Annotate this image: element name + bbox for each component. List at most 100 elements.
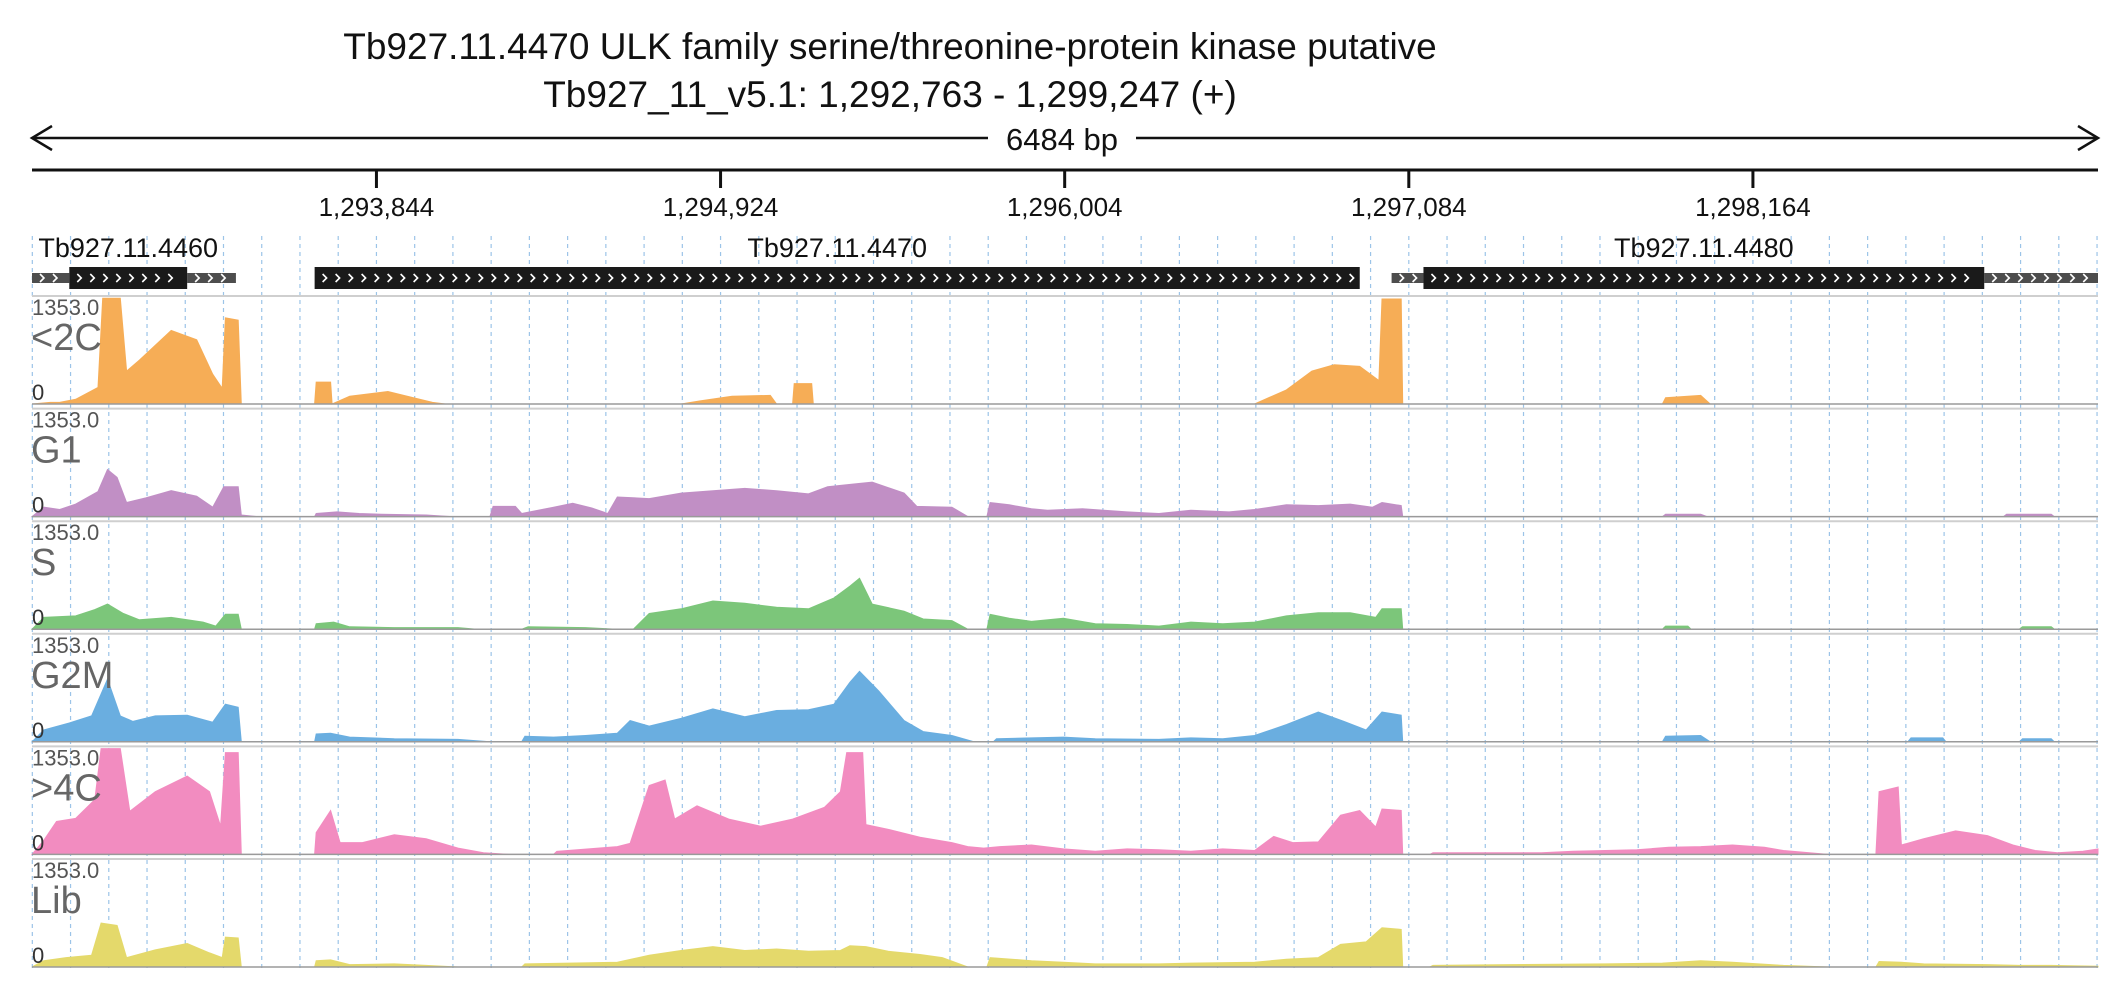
strand-chevron bbox=[751, 273, 757, 283]
strand-chevron bbox=[959, 273, 965, 283]
strand-chevron bbox=[556, 273, 562, 283]
strand-chevron bbox=[517, 273, 523, 283]
strand-chevron bbox=[1664, 273, 1671, 283]
strand-chevron bbox=[1193, 273, 1199, 283]
strand-chevron bbox=[1937, 273, 1944, 283]
strand-chevron bbox=[39, 273, 46, 283]
strand-chevron bbox=[1430, 273, 1437, 283]
track-name: G1 bbox=[31, 430, 82, 472]
coverage-track: 1353.0 0 <2C bbox=[31, 295, 2098, 405]
strand-chevron bbox=[1625, 273, 1632, 283]
axis-tick-label: 1,296,004 bbox=[1007, 192, 1123, 222]
strand-chevron bbox=[1755, 273, 1762, 283]
gene-cds bbox=[69, 267, 188, 289]
strand-chevron bbox=[1638, 273, 1645, 283]
gene-utr bbox=[32, 273, 70, 283]
strand-chevron bbox=[1089, 273, 1095, 283]
strand-chevron bbox=[478, 273, 484, 283]
track-ymin-label: 0 bbox=[32, 718, 44, 743]
strand-chevron bbox=[1859, 273, 1866, 283]
strand-chevron bbox=[361, 273, 367, 283]
strand-chevron bbox=[89, 273, 96, 283]
strand-chevron bbox=[141, 273, 148, 283]
gene-cds bbox=[314, 267, 1360, 289]
strand-chevron bbox=[1024, 273, 1030, 283]
strand-chevron bbox=[1768, 273, 1775, 283]
strand-chevron bbox=[1703, 273, 1710, 283]
strand-chevron bbox=[725, 273, 731, 283]
strand-chevron bbox=[907, 273, 913, 283]
strand-chevron bbox=[530, 273, 536, 283]
strand-chevron bbox=[2004, 273, 2011, 283]
strand-chevron bbox=[738, 273, 744, 283]
strand-chevron bbox=[400, 273, 406, 283]
strand-chevron bbox=[207, 273, 214, 283]
strand-chevron bbox=[1872, 273, 1879, 283]
strand-chevron bbox=[1456, 273, 1463, 283]
strand-chevron bbox=[374, 273, 380, 283]
span-label: 6484 bp bbox=[1006, 122, 1118, 157]
strand-chevron bbox=[465, 273, 471, 283]
strand-chevron bbox=[1820, 273, 1827, 283]
strand-chevron bbox=[452, 273, 458, 283]
strand-chevron bbox=[413, 273, 419, 283]
strand-chevron bbox=[881, 273, 887, 283]
gene-model: Tb927.11.4480 bbox=[1391, 233, 2098, 289]
coverage-area bbox=[31, 922, 2099, 968]
strand-chevron bbox=[712, 273, 718, 283]
span-arrow-left-head bbox=[29, 124, 53, 152]
track-name: G2M bbox=[31, 655, 113, 697]
strand-chevron bbox=[2082, 273, 2089, 283]
strand-chevron bbox=[868, 273, 874, 283]
strand-chevron bbox=[764, 273, 770, 283]
gene-label: Tb927.11.4480 bbox=[1614, 233, 1794, 263]
coverage-track: 1353.0 0 >4C bbox=[30, 745, 2099, 855]
strand-chevron bbox=[1742, 273, 1749, 283]
strand-chevron bbox=[194, 273, 201, 283]
strand-chevron bbox=[1911, 273, 1918, 283]
strand-chevron bbox=[1443, 273, 1450, 283]
gene-label: Tb927.11.4460 bbox=[38, 233, 218, 263]
strand-chevron bbox=[933, 273, 939, 283]
strand-chevron bbox=[946, 273, 952, 283]
strand-chevron bbox=[920, 273, 926, 283]
strand-chevron bbox=[803, 273, 809, 283]
track-name: >4C bbox=[31, 767, 102, 809]
strand-chevron bbox=[660, 273, 666, 283]
span-label-background bbox=[988, 120, 1136, 156]
strand-chevron bbox=[972, 273, 978, 283]
strand-chevron bbox=[1180, 273, 1186, 283]
track-ymax-label: 1353.0 bbox=[32, 745, 99, 770]
strand-chevron bbox=[322, 273, 328, 283]
strand-chevron bbox=[128, 273, 135, 283]
strand-chevron bbox=[1898, 273, 1905, 283]
strand-chevron bbox=[504, 273, 510, 283]
strand-chevron bbox=[1115, 273, 1121, 283]
strand-chevron bbox=[1245, 273, 1251, 283]
coverage-track: 1353.0 0 G1 bbox=[30, 407, 2098, 518]
strand-chevron bbox=[816, 273, 822, 283]
strand-chevron bbox=[1076, 273, 1082, 283]
strand-chevron bbox=[894, 273, 900, 283]
coverage-track: 1353.0 0 Lib bbox=[31, 858, 2099, 968]
strand-chevron bbox=[1924, 273, 1931, 283]
strand-chevron bbox=[1141, 273, 1147, 283]
strand-chevron bbox=[1560, 273, 1567, 283]
strand-chevron bbox=[1219, 273, 1225, 283]
strand-chevron bbox=[1807, 273, 1814, 283]
axis-tick-label: 1,298,164 bbox=[1695, 192, 1811, 222]
strand-chevron bbox=[1310, 273, 1316, 283]
strand-chevron bbox=[426, 273, 432, 283]
strand-chevron bbox=[1677, 273, 1684, 283]
strand-chevron bbox=[1232, 273, 1238, 283]
strand-chevron bbox=[621, 273, 627, 283]
strand-chevron bbox=[439, 273, 445, 283]
strand-chevron bbox=[491, 273, 497, 283]
axis-tick-label: 1,297,084 bbox=[1351, 192, 1467, 222]
strand-chevron bbox=[1846, 273, 1853, 283]
locus-subtitle: Tb927_11_v5.1: 1,292,763 - 1,299,247 (+) bbox=[543, 74, 1237, 115]
strand-chevron bbox=[1991, 273, 1998, 283]
strand-chevron bbox=[2017, 273, 2024, 283]
strand-chevron bbox=[673, 273, 679, 283]
